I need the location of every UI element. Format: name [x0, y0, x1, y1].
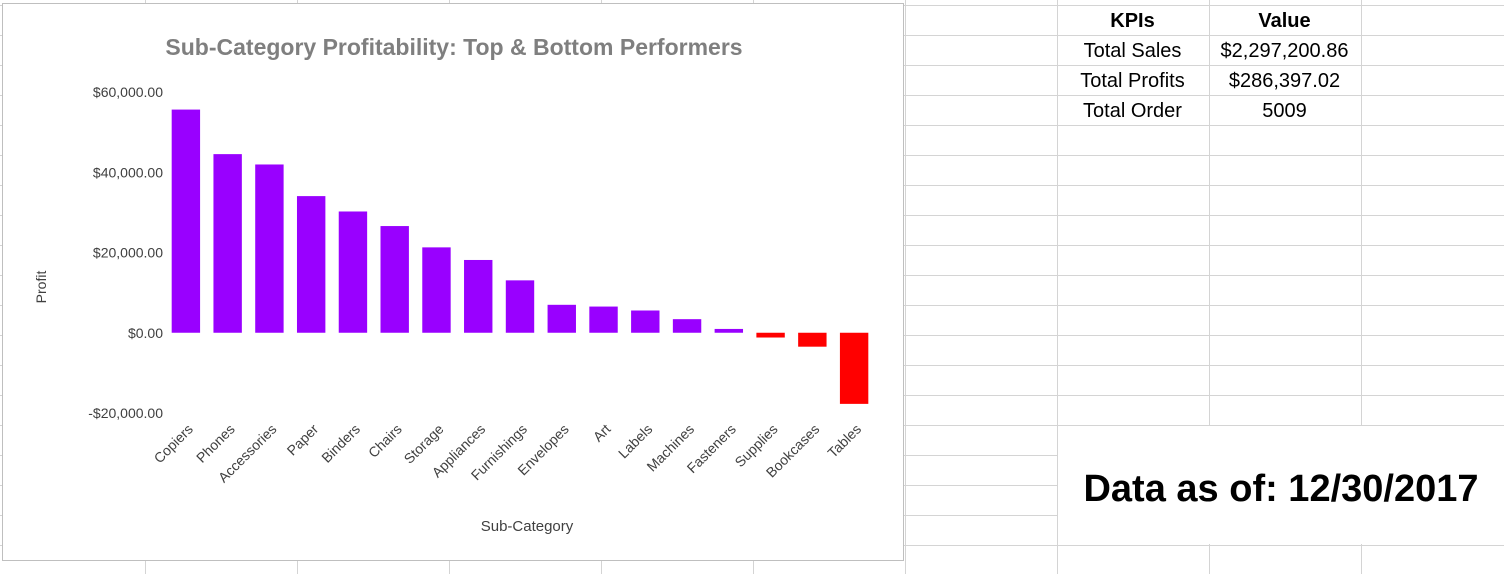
- x-tick-label: Chairs: [365, 421, 405, 461]
- kpi-total-sales-label: Total Sales: [1083, 40, 1182, 62]
- y-axis-label: Profit: [33, 270, 49, 304]
- bar[interactable]: [547, 304, 576, 333]
- bar[interactable]: [338, 211, 368, 333]
- kpi-total-order-label: Total Order: [1083, 100, 1182, 122]
- x-tick-label: Paper: [284, 421, 322, 459]
- bar[interactable]: [672, 319, 702, 333]
- x-axis-label: Sub-Category: [480, 518, 574, 535]
- bar[interactable]: [839, 332, 869, 404]
- chart-title: Sub-Category Profitability: Top & Bottom…: [165, 34, 743, 60]
- bar[interactable]: [505, 280, 535, 333]
- y-tick-label: $40,000.00: [93, 164, 163, 180]
- bar[interactable]: [380, 226, 409, 333]
- y-tick-label: -$20,000.00: [88, 405, 163, 421]
- bar[interactable]: [422, 247, 451, 333]
- chart-panel[interactable]: Sub-Category Profitability: Top & Bottom…: [2, 3, 904, 561]
- data-as-of-text: Data as of: 12/30/2017: [1083, 468, 1479, 510]
- kpi-header-value: Value: [1258, 10, 1311, 32]
- kpi-header-label: KPIs: [1110, 10, 1155, 32]
- kpi-total-order-value: 5009: [1262, 100, 1307, 122]
- bar[interactable]: [589, 306, 618, 333]
- bar-chart: -$20,000.00 $0.00 $20,000.00 $40,000.00 $60,…: [88, 84, 869, 485]
- y-tick-label: $0.00: [128, 325, 163, 341]
- bar[interactable]: [171, 109, 201, 333]
- bar[interactable]: [255, 164, 284, 333]
- x-tick-label: Copiers: [151, 421, 196, 466]
- bar[interactable]: [756, 332, 785, 338]
- bar[interactable]: [213, 154, 242, 333]
- x-tick-label: Art: [590, 421, 614, 445]
- bar[interactable]: [464, 259, 493, 333]
- bar[interactable]: [631, 310, 660, 333]
- x-tick-label: Tables: [824, 421, 864, 461]
- x-tick-label: Binders: [318, 421, 363, 466]
- kpi-total-profits-value: $286,397.02: [1228, 70, 1341, 92]
- y-tick-label: $60,000.00: [93, 84, 163, 100]
- merged-cell: [1058, 426, 1504, 544]
- y-tick-label: $20,000.00: [93, 245, 163, 261]
- bar[interactable]: [714, 328, 744, 333]
- x-tick-label: Labels: [615, 421, 655, 461]
- bar[interactable]: [798, 332, 827, 347]
- kpi-total-profits-label: Total Profits: [1080, 70, 1185, 92]
- kpi-total-sales-value: $2,297,200.86: [1220, 40, 1349, 62]
- bar[interactable]: [296, 196, 326, 333]
